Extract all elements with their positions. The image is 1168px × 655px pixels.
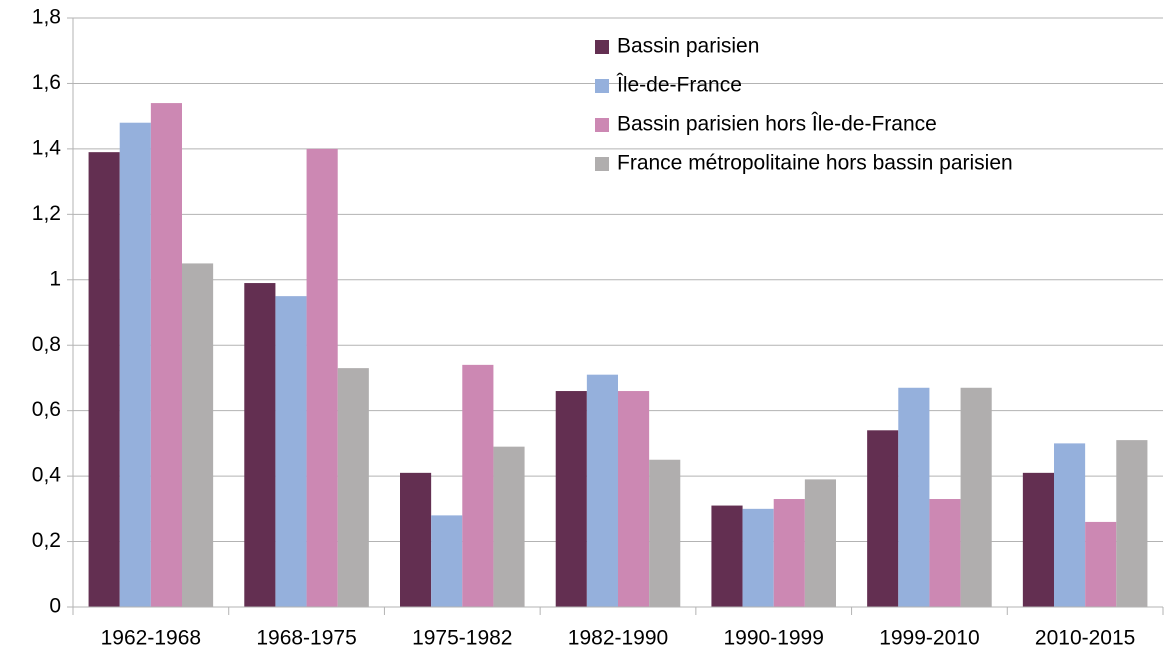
y-tick-label: 0,2 bbox=[32, 529, 61, 552]
bar bbox=[1054, 443, 1086, 607]
bar bbox=[898, 387, 930, 607]
bar bbox=[742, 508, 774, 607]
bar bbox=[929, 499, 961, 607]
x-tick-label: 1975-1982 bbox=[412, 627, 512, 650]
bar bbox=[960, 387, 992, 607]
bar bbox=[306, 148, 338, 607]
bar bbox=[711, 505, 743, 607]
bar bbox=[275, 296, 307, 607]
bar bbox=[182, 263, 214, 607]
y-tick-label: 0,8 bbox=[32, 333, 61, 356]
y-tick-label: 1,2 bbox=[32, 202, 61, 225]
bar bbox=[555, 391, 587, 607]
legend-label: Île-de-France bbox=[616, 74, 742, 97]
bar bbox=[773, 499, 805, 607]
legend-swatch bbox=[595, 157, 609, 171]
legend-label: France métropolitaine hors bassin parisi… bbox=[617, 152, 1013, 175]
x-tick-label: 1982-1990 bbox=[568, 627, 668, 650]
legend-swatch bbox=[595, 40, 609, 54]
legend-swatch bbox=[595, 79, 609, 93]
bar bbox=[431, 515, 463, 607]
y-tick-label: 0,4 bbox=[32, 464, 62, 487]
bar bbox=[867, 430, 899, 607]
y-tick-label: 0 bbox=[49, 595, 61, 618]
y-tick-label: 0,6 bbox=[32, 398, 61, 421]
bar bbox=[1116, 440, 1148, 607]
bar bbox=[337, 368, 369, 607]
bar bbox=[150, 103, 182, 608]
y-tick-label: 1 bbox=[49, 267, 61, 290]
x-tick-label: 1999-2010 bbox=[879, 627, 979, 650]
x-tick-label: 1962-1968 bbox=[101, 627, 201, 650]
bar bbox=[244, 283, 276, 607]
x-tick-label: 1968-1975 bbox=[256, 627, 356, 650]
bar bbox=[649, 459, 681, 607]
bar bbox=[1022, 472, 1054, 607]
y-tick-label: 1,8 bbox=[32, 6, 61, 29]
legend-label: Bassin parisien bbox=[617, 35, 759, 58]
bar bbox=[586, 374, 618, 607]
legend-label: Bassin parisien hors Île-de-France bbox=[617, 113, 937, 136]
bar bbox=[493, 446, 525, 607]
bar bbox=[119, 122, 151, 607]
bar bbox=[88, 152, 120, 607]
bar bbox=[462, 364, 494, 607]
bar bbox=[618, 391, 650, 607]
y-tick-label: 1,4 bbox=[32, 136, 62, 159]
x-tick-label: 1990-1999 bbox=[723, 627, 823, 650]
bar bbox=[1085, 521, 1117, 607]
legend-swatch bbox=[595, 118, 609, 132]
x-tick-label: 2010-2015 bbox=[1035, 627, 1135, 650]
bar bbox=[400, 472, 432, 607]
bar bbox=[804, 479, 836, 607]
y-tick-label: 1,6 bbox=[32, 71, 61, 94]
